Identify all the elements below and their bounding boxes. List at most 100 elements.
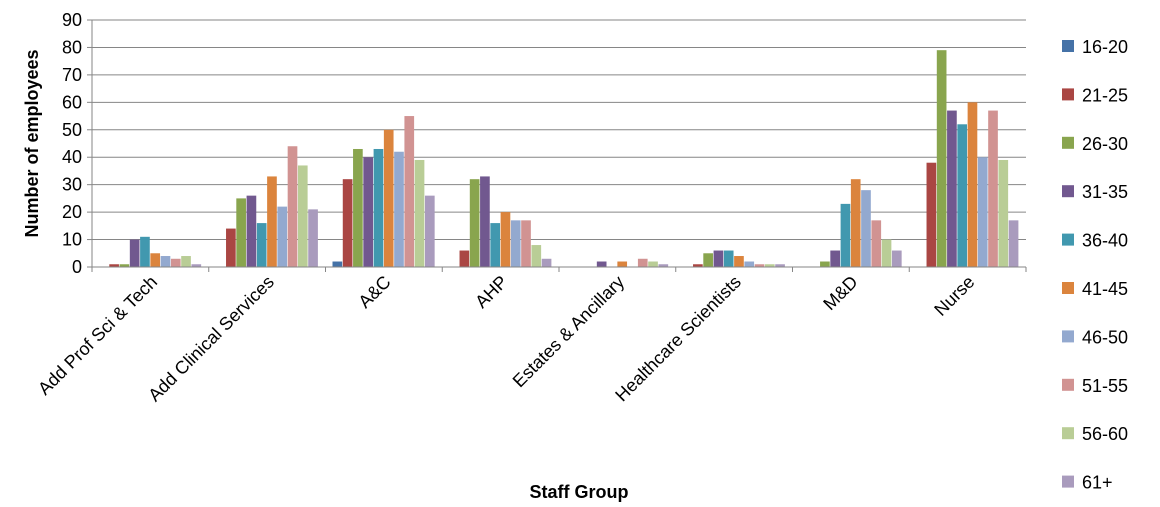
bar-36-40-Healthcare Scientists bbox=[723, 250, 734, 267]
x-category-label: Nurse bbox=[930, 272, 978, 320]
bar-26-30-Nurse bbox=[936, 50, 947, 267]
bar-56-60-Add Prof Sci & Tech bbox=[181, 256, 191, 267]
x-category-label: M&D bbox=[819, 272, 861, 314]
bar-56-60-A&C bbox=[414, 159, 425, 267]
bar-36-40-Add Clinical Services bbox=[256, 223, 267, 267]
legend-label-36-40: 36-40 bbox=[1082, 231, 1128, 251]
bar-31-35-M&D bbox=[830, 250, 841, 267]
bar-21-25-A&C bbox=[342, 179, 353, 267]
bar-51-55-M&D bbox=[871, 220, 882, 267]
bar-26-30-M&D bbox=[820, 261, 830, 267]
x-category-label: Healthcare Scientists bbox=[611, 272, 745, 406]
bar-51-55-Nurse bbox=[988, 110, 998, 267]
bar-36-40-M&D bbox=[840, 203, 851, 267]
bar-61+-A&C bbox=[424, 195, 435, 267]
y-tick-label-10: 10 bbox=[62, 230, 82, 250]
bar-46-50-Nurse bbox=[977, 157, 988, 267]
bar-61+-Nurse bbox=[1008, 220, 1019, 267]
bar-41-45-AHP bbox=[500, 212, 511, 267]
bar-46-50-Healthcare Scientists bbox=[744, 261, 755, 267]
legend-swatch-26-30 bbox=[1062, 136, 1074, 149]
y-tick-label-30: 30 bbox=[62, 175, 82, 195]
legend-swatch-21-25 bbox=[1062, 88, 1074, 101]
x-axis-title: Staff Group bbox=[530, 482, 629, 502]
bar-46-50-Add Clinical Services bbox=[277, 206, 288, 267]
bar-51-55-Healthcare Scientists bbox=[754, 264, 765, 267]
y-tick-label-20: 20 bbox=[62, 202, 82, 222]
bar-41-45-Add Prof Sci & Tech bbox=[150, 253, 161, 267]
bar-46-50-AHP bbox=[510, 220, 521, 267]
legend-swatch-16-20 bbox=[1062, 40, 1074, 52]
legend-swatch-51-55 bbox=[1062, 378, 1074, 391]
y-tick-label-0: 0 bbox=[72, 257, 82, 277]
bar-21-25-Healthcare Scientists bbox=[693, 264, 703, 267]
legend-label-16-20: 16-20 bbox=[1082, 37, 1128, 57]
legend-label-41-45: 41-45 bbox=[1082, 279, 1128, 299]
axes bbox=[91, 20, 1027, 272]
legend-label-51-55: 51-55 bbox=[1082, 376, 1128, 396]
y-tick-label-70: 70 bbox=[62, 65, 82, 85]
bar-31-35-Nurse bbox=[947, 110, 957, 267]
x-category-label: AHP bbox=[471, 272, 511, 312]
bar-26-30-Healthcare Scientists bbox=[703, 253, 713, 267]
x-category-label: A&C bbox=[354, 272, 394, 312]
bar-21-25-Add Prof Sci & Tech bbox=[109, 264, 119, 267]
y-tick-labels: 0 10 20 30 40 50 60 70 80 90 bbox=[62, 10, 82, 277]
y-tick-label-50: 50 bbox=[62, 120, 82, 140]
legend-label-26-30: 26-30 bbox=[1082, 134, 1128, 154]
bars bbox=[109, 50, 1019, 268]
bar-56-60-Nurse bbox=[998, 159, 1009, 267]
bar-61+-Add Prof Sci & Tech bbox=[191, 264, 202, 267]
legend-label-31-35: 31-35 bbox=[1082, 182, 1128, 202]
y-tick-label-80: 80 bbox=[62, 37, 82, 57]
bar-51-55-Add Clinical Services bbox=[287, 146, 298, 267]
legend: 16-20 21-25 26-30 31-35 36-40 41-45 46-50 51-55… bbox=[1062, 37, 1128, 493]
bar-56-60-Healthcare Scientists bbox=[764, 264, 775, 267]
x-category-label: Add Clinical Services bbox=[144, 272, 278, 406]
bar-36-40-Nurse bbox=[957, 124, 968, 268]
bar-61+-Healthcare Scientists bbox=[775, 264, 785, 267]
bar-26-30-AHP bbox=[469, 179, 480, 267]
bar-41-45-Nurse bbox=[967, 102, 978, 267]
bar-36-40-A&C bbox=[373, 148, 384, 267]
legend-swatch-31-35 bbox=[1062, 185, 1074, 198]
bar-56-60-M&D bbox=[881, 239, 892, 267]
bar-51-55-A&C bbox=[404, 116, 415, 267]
legend-swatch-41-45 bbox=[1062, 282, 1074, 294]
legend-swatch-46-50 bbox=[1062, 330, 1074, 343]
bar-56-60-AHP bbox=[531, 245, 542, 267]
bar-31-35-Estates & Ancillary bbox=[596, 261, 607, 267]
bar-61+-AHP bbox=[541, 258, 552, 267]
legend-swatch-61+ bbox=[1062, 475, 1074, 488]
bar-61+-Estates & Ancillary bbox=[658, 264, 669, 267]
bar-61+-M&D bbox=[891, 250, 902, 267]
bar-46-50-Add Prof Sci & Tech bbox=[160, 256, 171, 267]
bar-31-35-Add Prof Sci & Tech bbox=[129, 239, 140, 267]
bar-51-55-Add Prof Sci & Tech bbox=[170, 258, 181, 267]
bar-56-60-Estates & Ancillary bbox=[648, 261, 658, 267]
bar-26-30-Add Prof Sci & Tech bbox=[119, 264, 130, 267]
bar-31-35-A&C bbox=[363, 157, 374, 267]
bar-41-45-Estates & Ancillary bbox=[617, 261, 628, 267]
bar-46-50-M&D bbox=[861, 190, 871, 267]
bar-46-50-A&C bbox=[394, 151, 404, 267]
bar-21-25-Add Clinical Services bbox=[226, 228, 236, 267]
bar-31-35-Add Clinical Services bbox=[246, 195, 257, 267]
bar-41-45-M&D bbox=[850, 179, 861, 267]
bar-26-30-Add Clinical Services bbox=[236, 198, 246, 267]
bar-16-20-A&C bbox=[332, 261, 343, 267]
bar-21-25-AHP bbox=[459, 250, 470, 267]
bar-41-45-A&C bbox=[383, 129, 394, 267]
legend-label-61+: 61+ bbox=[1082, 473, 1113, 493]
bar-41-45-Healthcare Scientists bbox=[734, 256, 744, 267]
bar-51-55-AHP bbox=[521, 220, 531, 267]
y-tick-label-90: 90 bbox=[62, 10, 82, 30]
y-tick-label-40: 40 bbox=[62, 147, 82, 167]
legend-label-21-25: 21-25 bbox=[1082, 85, 1128, 105]
legend-swatch-36-40 bbox=[1062, 233, 1074, 246]
y-tick-label-60: 60 bbox=[62, 92, 82, 112]
bar-41-45-Add Clinical Services bbox=[267, 176, 277, 267]
